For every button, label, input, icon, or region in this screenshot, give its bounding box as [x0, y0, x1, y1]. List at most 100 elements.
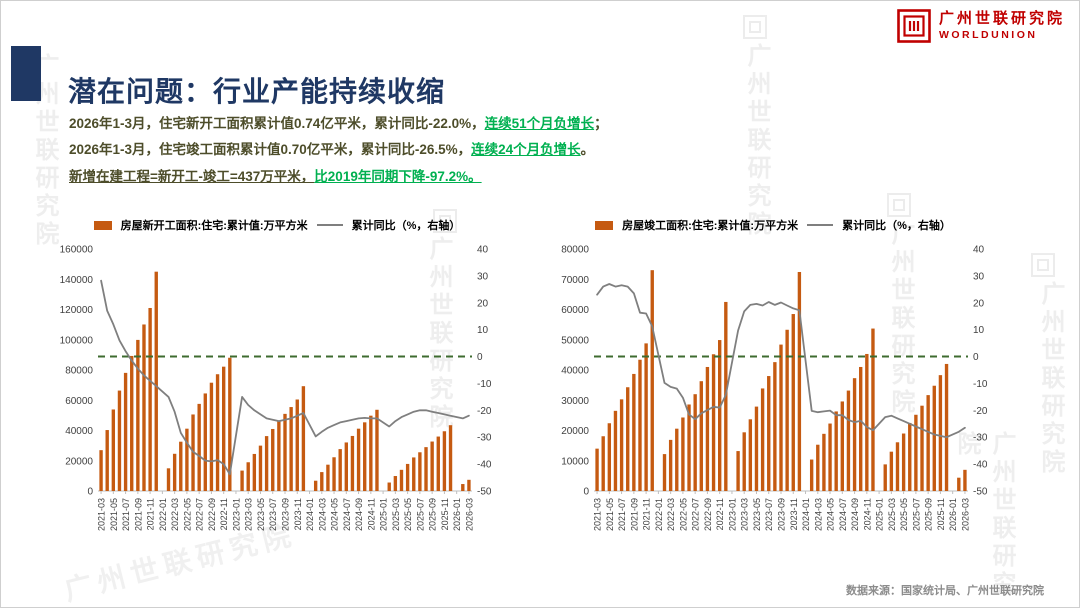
data-source: 数据来源：国家统计局、广州世联研究院 [846, 585, 1044, 597]
svg-text:2021-11: 2021-11 [146, 498, 156, 530]
svg-text:0: 0 [477, 352, 483, 363]
completions-chart-panel: 房屋竣工面积:住宅:累计值:万平方米 累计同比（%，右轴） 0 10000 2000… [542, 217, 1004, 578]
bullet-1-text: 2026年1-3月，住宅新开工面积累计值0.74亿平米，累计同比-22.0%， [69, 116, 485, 131]
bullet-1-highlight: 连续51个月负增长 [484, 116, 595, 131]
logo-name-en: WORLDUNION [938, 28, 1038, 41]
svg-text:2026-03: 2026-03 [960, 498, 970, 531]
svg-text:2026-01: 2026-01 [452, 498, 462, 531]
svg-text:2023-11: 2023-11 [293, 498, 303, 530]
bullet-line-2: 2026年1-3月，住宅竣工面积累计值0.70亿平米，累计同比-26.5%，连续… [69, 137, 749, 163]
svg-text:2025-07: 2025-07 [911, 498, 921, 531]
svg-text:160000: 160000 [60, 245, 94, 256]
svg-text:2026-03: 2026-03 [464, 498, 474, 531]
svg-text:2022-07: 2022-07 [691, 498, 701, 531]
svg-text:10: 10 [477, 325, 489, 336]
svg-text:100000: 100000 [60, 335, 94, 346]
bullet-line-1: 2026年1-3月，住宅新开工面积累计值0.74亿平米，累计同比-22.0%，连… [69, 111, 749, 137]
svg-text:40000: 40000 [65, 426, 93, 437]
svg-text:2021-05: 2021-05 [605, 498, 615, 531]
new-starts-chart: 0 20000 40000 60000 80000 100000 120000 140000 1… [60, 245, 492, 532]
svg-text:2021-05: 2021-05 [109, 498, 119, 531]
svg-text:2025-01: 2025-01 [875, 498, 885, 531]
svg-text:140000: 140000 [60, 275, 94, 286]
new-starts-legend: 房屋新开工面积:住宅:累计值:万平方米 累计同比（%，右轴） [46, 217, 508, 233]
svg-text:2021-07: 2021-07 [121, 498, 131, 531]
svg-text:2021-11: 2021-11 [642, 498, 652, 530]
bullet-3-text: 新增在建工程=新开工-竣工=437万平米， [69, 168, 315, 184]
svg-text:2025-03: 2025-03 [391, 498, 401, 531]
svg-text:2021-03: 2021-03 [593, 498, 603, 531]
svg-text:-20: -20 [973, 406, 988, 417]
svg-text:2024-03: 2024-03 [813, 498, 823, 531]
completions-legend: 房屋竣工面积:住宅:累计值:万平方米 累计同比（%，右轴） [542, 217, 1004, 233]
bullet-1-punct: ； [594, 116, 608, 131]
svg-text:2022-11: 2022-11 [219, 498, 229, 530]
svg-text:2024-05: 2024-05 [826, 498, 836, 531]
svg-text:2021-09: 2021-09 [133, 498, 143, 531]
line-series-swatch [316, 224, 343, 226]
svg-text:2025-11: 2025-11 [440, 498, 450, 530]
svg-text:2024-03: 2024-03 [317, 498, 327, 531]
svg-text:-50: -50 [973, 487, 988, 498]
svg-text:2023-05: 2023-05 [752, 498, 762, 531]
svg-text:2022-05: 2022-05 [678, 498, 688, 531]
svg-text:2023-05: 2023-05 [256, 498, 266, 531]
svg-text:-40: -40 [973, 460, 988, 471]
svg-text:2023-11: 2023-11 [789, 498, 799, 530]
svg-text:70000: 70000 [561, 275, 589, 286]
svg-text:120000: 120000 [60, 305, 94, 316]
svg-text:10000: 10000 [561, 456, 589, 467]
svg-text:2025-01: 2025-01 [379, 498, 389, 531]
line-series-label: 累计同比（%，右轴） [842, 220, 951, 232]
svg-text:2021-09: 2021-09 [629, 498, 639, 531]
svg-text:2024-07: 2024-07 [342, 498, 352, 531]
svg-text:-20: -20 [477, 406, 492, 417]
worldunion-logo: 广州世联研究院 WORLDUNION [897, 9, 1065, 43]
svg-text:2023-01: 2023-01 [727, 498, 737, 531]
svg-text:2024-01: 2024-01 [305, 498, 315, 531]
bullet-2-punct: 。 [580, 142, 595, 158]
svg-text:20000: 20000 [561, 426, 589, 437]
svg-text:2023-03: 2023-03 [740, 498, 750, 531]
svg-text:2025-11: 2025-11 [936, 498, 946, 530]
svg-text:-30: -30 [477, 433, 492, 444]
watermark-logo-icon [743, 15, 767, 39]
svg-text:2024-07: 2024-07 [838, 498, 848, 531]
svg-text:2023-07: 2023-07 [268, 498, 278, 531]
line-series-label: 累计同比（%，右轴） [351, 220, 461, 232]
svg-text:2022-07: 2022-07 [195, 498, 205, 531]
watermark-logo-icon [887, 193, 911, 217]
key-findings: 2026年1-3月，住宅新开工面积累计值0.74亿平米，累计同比-22.0%，连… [69, 111, 749, 190]
svg-text:50000: 50000 [561, 335, 589, 346]
svg-text:80000: 80000 [561, 245, 589, 256]
bar-series-swatch [93, 220, 112, 230]
svg-text:2022-03: 2022-03 [170, 498, 180, 531]
svg-text:2023-03: 2023-03 [244, 498, 254, 531]
svg-text:2025-09: 2025-09 [924, 498, 934, 531]
svg-text:10: 10 [973, 325, 985, 336]
svg-text:20: 20 [973, 298, 985, 309]
svg-text:2025-09: 2025-09 [428, 498, 438, 531]
completions-chart: 0 10000 20000 30000 40000 50000 60000 70000 8000… [561, 245, 988, 532]
svg-text:2025-05: 2025-05 [403, 498, 413, 531]
new-starts-chart-panel: 房屋新开工面积:住宅:累计值:万平方米 累计同比（%，右轴） 0 20000 400… [46, 217, 508, 578]
svg-text:2021-07: 2021-07 [617, 498, 627, 531]
line-series-swatch [807, 224, 834, 226]
svg-text:2024-09: 2024-09 [850, 498, 860, 531]
svg-text:2025-05: 2025-05 [899, 498, 909, 531]
svg-text:40: 40 [973, 245, 985, 256]
svg-text:2024-01: 2024-01 [801, 498, 811, 531]
svg-text:20000: 20000 [65, 456, 93, 467]
watermark-logo-icon [1031, 253, 1055, 277]
bar-series-label: 房屋竣工面积:住宅:累计值:万平方米 [622, 220, 799, 232]
logo-name-cn: 广州世联研究院 [938, 10, 1065, 28]
svg-text:-40: -40 [477, 460, 492, 471]
bullet-2-text: 2026年1-3月，住宅竣工面积累计值0.70亿平米，累计同比-26.5%， [69, 142, 472, 158]
svg-text:0: 0 [583, 487, 589, 498]
svg-text:2022-09: 2022-09 [703, 498, 713, 531]
charts-row: 房屋新开工面积:住宅:累计值:万平方米 累计同比（%，右轴） 0 20000 400… [46, 217, 1004, 578]
svg-text:2022-05: 2022-05 [182, 498, 192, 531]
svg-text:80000: 80000 [65, 366, 93, 377]
bullet-2-highlight: 连续24个月负增长 [471, 142, 581, 158]
